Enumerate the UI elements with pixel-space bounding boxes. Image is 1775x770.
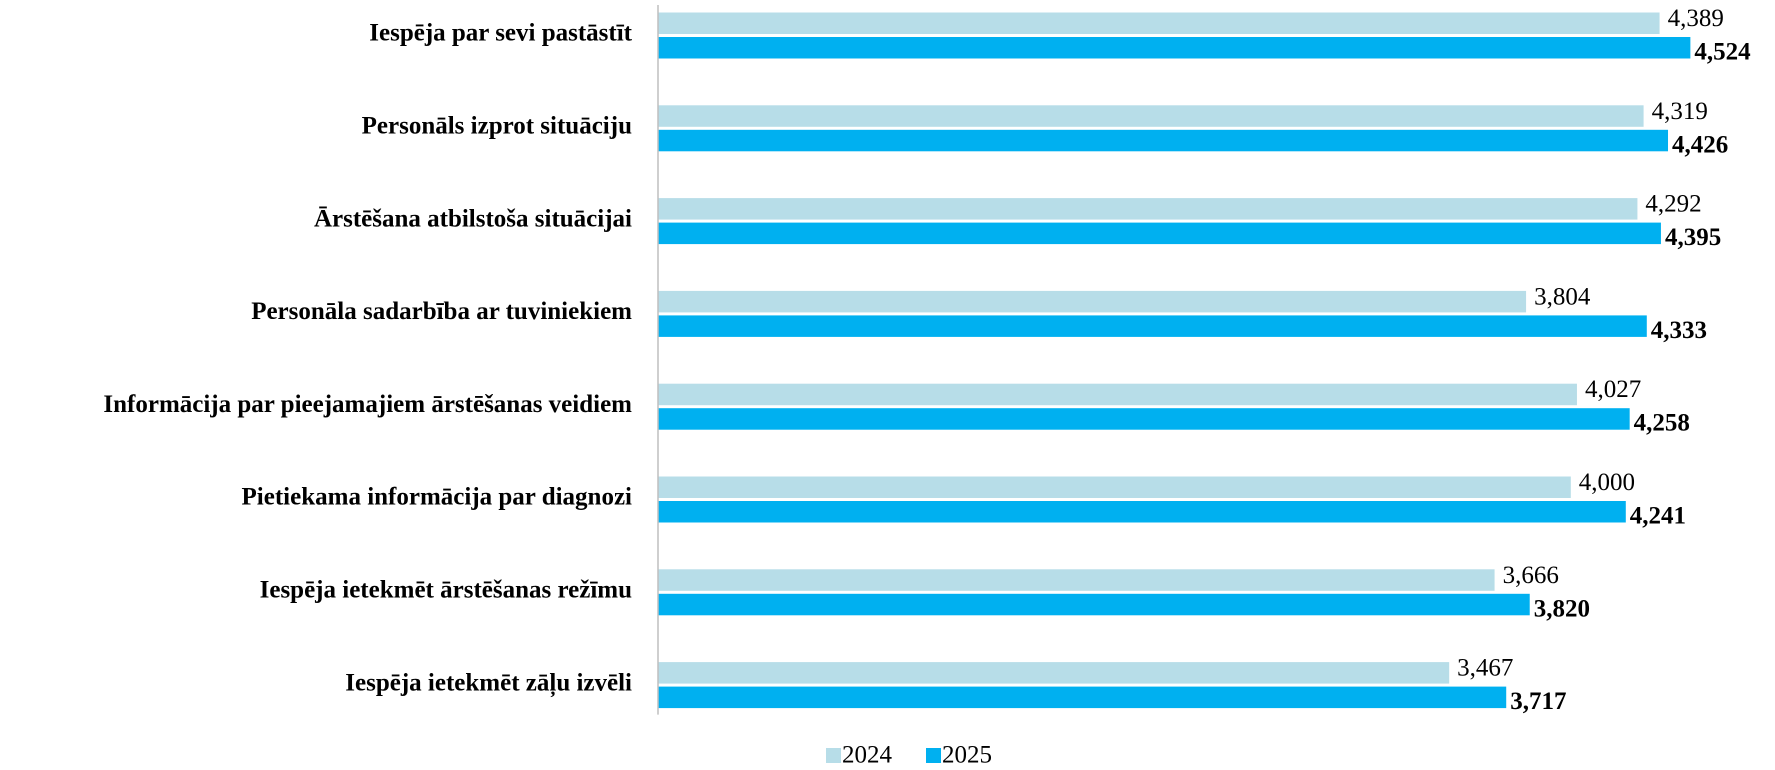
bar — [658, 383, 1577, 406]
category-label: Iespēja ietekmēt ārstēšanas režīmu — [260, 577, 632, 604]
bar — [658, 290, 1527, 313]
bar — [658, 315, 1647, 337]
value-label: 3,820 — [1534, 595, 1590, 622]
value-label: 4,333 — [1651, 317, 1707, 344]
bar — [658, 129, 1669, 152]
value-label: 4,319 — [1652, 98, 1708, 125]
value-label: 4,524 — [1694, 38, 1751, 65]
legend-swatch — [826, 748, 841, 763]
value-label: 4,241 — [1630, 502, 1686, 529]
bar — [658, 476, 1571, 498]
bar — [658, 105, 1644, 127]
legend-swatch — [926, 748, 941, 763]
category-label: Personāla sadarbība ar tuviniekiem — [251, 298, 632, 325]
category-label: Personāls izprot situāciju — [362, 113, 632, 140]
category-label: Ārstēšana atbilstoša situācijai — [314, 205, 632, 232]
bar — [658, 662, 1450, 684]
bar — [658, 37, 1691, 59]
value-label: 4,292 — [1645, 191, 1701, 218]
bar — [658, 222, 1661, 245]
bar — [658, 408, 1630, 430]
bar — [658, 501, 1626, 523]
legend-label: 2025 — [942, 742, 992, 769]
category-label: Iespēja ietekmēt zāļu izvēli — [345, 669, 632, 697]
bar — [658, 198, 1638, 220]
value-label: 3,717 — [1510, 688, 1566, 715]
value-label: 4,258 — [1634, 410, 1690, 437]
value-label: 4,027 — [1585, 376, 1641, 403]
value-label: 3,666 — [1503, 562, 1559, 589]
value-label: 4,389 — [1668, 5, 1724, 32]
value-label: 3,467 — [1457, 655, 1513, 682]
legend-label: 2024 — [842, 742, 893, 769]
value-label: 3,804 — [1534, 283, 1591, 310]
bar — [658, 12, 1660, 34]
value-label: 4,395 — [1665, 224, 1721, 251]
bar — [658, 569, 1495, 591]
value-label: 4,426 — [1672, 131, 1728, 158]
value-label: 4,000 — [1579, 469, 1635, 496]
category-label: Pietiekama informācija par diagnozi — [242, 484, 633, 511]
bar — [658, 686, 1507, 709]
category-label: Informācija par pieejamajiem ārstēšanas … — [103, 391, 632, 418]
bar — [658, 593, 1530, 616]
category-label: Iespēja par sevi pastāstīt — [369, 20, 632, 47]
